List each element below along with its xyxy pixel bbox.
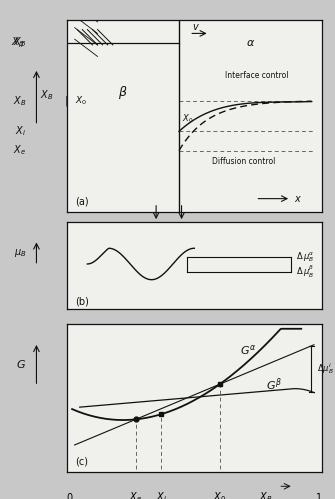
Text: $X_B$: $X_B$ — [13, 94, 26, 108]
Text: $x$: $x$ — [293, 194, 302, 204]
Text: $\beta$: $\beta$ — [118, 84, 128, 101]
Text: $0$: $0$ — [66, 491, 73, 499]
Text: (b): (b) — [75, 296, 88, 306]
Text: $X_\beta$: $X_\beta$ — [10, 36, 24, 50]
Text: $1$: $1$ — [316, 491, 323, 499]
Text: $X_i$: $X_i$ — [156, 491, 167, 499]
Text: (c): (c) — [75, 456, 88, 466]
Text: $\Delta\,\mu_B^\beta$: $\Delta\,\mu_B^\beta$ — [296, 263, 315, 280]
Text: $X_B$: $X_B$ — [259, 491, 272, 499]
Text: $|$: $|$ — [64, 94, 69, 108]
Text: $\Delta\,\mu_B^\alpha$: $\Delta\,\mu_B^\alpha$ — [296, 250, 315, 264]
Text: $\alpha$: $\alpha$ — [246, 38, 255, 48]
Text: $G^\beta$: $G^\beta$ — [266, 376, 282, 393]
Text: $X_i$: $X_i$ — [15, 124, 26, 138]
Text: Diffusion control: Diffusion control — [212, 157, 275, 166]
Text: $\mu_B$: $\mu_B$ — [14, 247, 26, 258]
Text: $\Delta\mu_B^i$: $\Delta\mu_B^i$ — [317, 361, 333, 376]
Text: $X_0$: $X_0$ — [213, 491, 226, 499]
Text: $X_0$: $X_0$ — [75, 94, 87, 107]
Text: $G^\alpha$: $G^\alpha$ — [240, 343, 257, 357]
Text: $v$: $v$ — [192, 21, 200, 31]
Text: $X_e$: $X_e$ — [129, 491, 142, 499]
Text: (a): (a) — [75, 197, 88, 207]
Text: Interface control: Interface control — [225, 70, 288, 80]
Text: $X_e$: $X_e$ — [13, 144, 26, 158]
Text: $x$ $\longrightarrow$: $x$ $\longrightarrow$ — [181, 326, 208, 336]
Text: $G$: $G$ — [16, 358, 26, 370]
Text: $X_\beta$: $X_\beta$ — [13, 36, 26, 50]
Text: $X_B$: $X_B$ — [40, 88, 53, 102]
Text: $X_0$: $X_0$ — [182, 112, 193, 125]
